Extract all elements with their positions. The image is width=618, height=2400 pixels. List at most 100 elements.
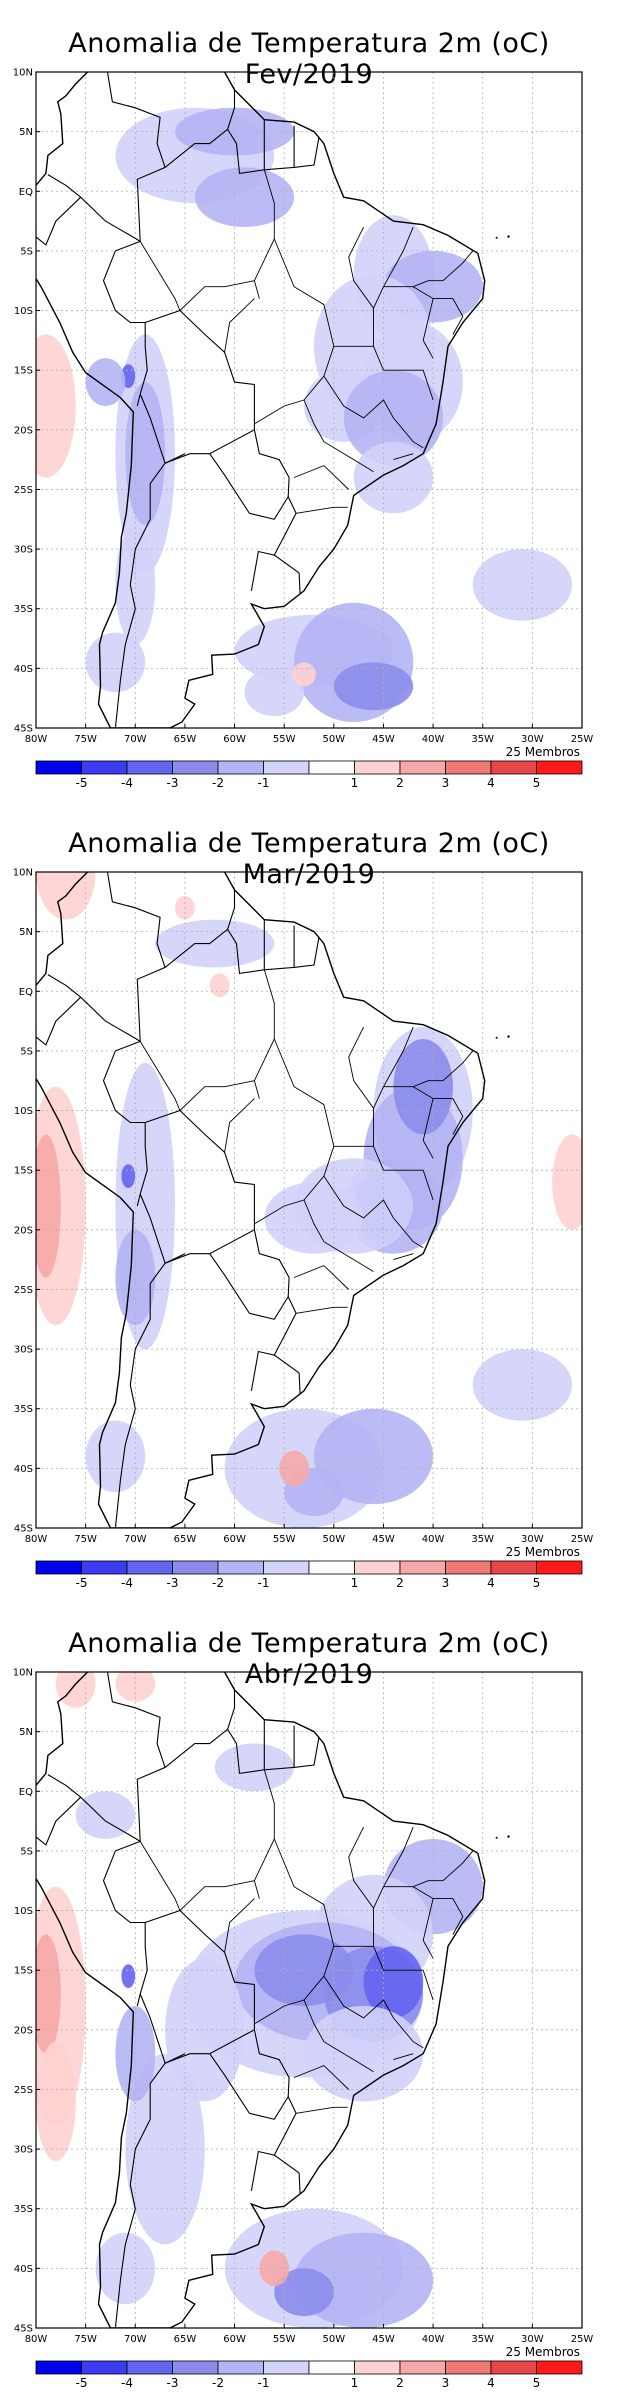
gridlines: [36, 872, 582, 1528]
state-border: [224, 298, 255, 353]
lat-tick-label: 30S: [14, 545, 33, 556]
island: [495, 1836, 498, 1839]
lat-tick-label: EQ: [19, 187, 33, 198]
lat-tick-label: 40S: [14, 1464, 33, 1475]
lat-tick-label: 5N: [19, 927, 33, 938]
state-border: [179, 1080, 255, 1111]
colorbar-swatch: [354, 1560, 401, 1575]
anomaly-region: [292, 662, 316, 687]
colorbar-swatch: [172, 2360, 219, 2375]
lat-tick-label: 40S: [14, 2264, 33, 2275]
lon-tick-label: 55W: [273, 1534, 296, 1545]
anomaly-region: [115, 525, 156, 645]
colorbar-label: 4: [487, 1576, 495, 1590]
state-border: [296, 1306, 348, 1314]
colorbar-label: -5: [76, 1576, 88, 1590]
colorbar-swatch: [81, 2360, 128, 2375]
colorbar-swatch: [81, 1560, 128, 1575]
lat-tick-label: 20S: [14, 1225, 33, 1236]
lat-tick-label: 10S: [14, 1106, 33, 1117]
country-border: [36, 996, 82, 1046]
lat-tick-label: 5S: [20, 1846, 33, 1857]
colorbar-label: 5: [533, 1576, 541, 1590]
colorbar-swatch: [490, 1560, 537, 1575]
country-border: [164, 1689, 236, 1768]
anomaly-region: [244, 668, 305, 717]
state-border: [224, 1098, 255, 1153]
lon-tick-label: 50W: [323, 734, 346, 745]
lat-tick-label: 15S: [14, 1166, 33, 1177]
anomaly-region: [209, 973, 230, 998]
lat-tick-label: 25S: [14, 485, 33, 496]
island: [507, 1835, 510, 1838]
anomaly-region: [85, 632, 146, 693]
lon-tick-label: 70W: [124, 734, 147, 745]
colorbar-swatch: [308, 1560, 355, 1575]
state-border: [373, 1826, 414, 1909]
colorbar-label: -1: [258, 776, 270, 790]
colorbar-swatch: [172, 1560, 219, 1575]
map-panel-apr: Anomalia de Temperatura 2m (oC) Abr/2019…: [0, 1600, 618, 2400]
country-border: [164, 889, 236, 968]
country-border: [36, 1796, 82, 1846]
lat-tick-label: 25S: [14, 2085, 33, 2096]
state-border: [412, 1886, 464, 1917]
colorbar-label: -4: [121, 776, 133, 790]
colorbar-swatch: [35, 760, 82, 775]
map-panel-feb: Anomalia de Temperatura 2m (oC) Fev/2019…: [0, 0, 618, 800]
colorbar-label: -1: [258, 2376, 270, 2390]
lon-tick-label: 30W: [521, 2334, 544, 2345]
lat-tick-label: 10N: [13, 1668, 33, 1679]
colorbar-swatch: [399, 2360, 446, 2375]
gridlines: [36, 1672, 582, 2328]
state-border: [422, 298, 434, 359]
state-border: [383, 250, 474, 288]
country-border: [250, 496, 297, 591]
anomaly-region: [259, 2250, 290, 2287]
country-border: [102, 1840, 148, 2007]
state-border: [139, 241, 181, 311]
state-border: [333, 226, 374, 347]
colorbar-swatch: [35, 2360, 82, 2375]
country-border: [250, 2096, 297, 2191]
state-border: [393, 1253, 414, 1261]
state-border: [323, 1975, 424, 2049]
country-border: [114, 2062, 166, 2328]
country-border: [227, 119, 265, 175]
country-border: [273, 1354, 301, 1395]
state-border: [303, 399, 374, 472]
country-border: [114, 462, 166, 728]
country-border: [164, 1253, 186, 1264]
lat-tick-label: EQ: [19, 987, 33, 998]
state-border: [254, 238, 335, 425]
colorbar-label: 3: [442, 2376, 450, 2390]
state-border: [254, 1038, 335, 1225]
country-border: [102, 1040, 148, 1207]
colorbar-label: -2: [212, 1576, 224, 1590]
lon-tick-label: 65W: [174, 1534, 197, 1545]
anomaly-region: [95, 2232, 156, 2305]
lon-tick-label: 70W: [124, 1534, 147, 1545]
lon-tick-label: 45W: [372, 1534, 395, 1545]
lon-tick-label: 40W: [422, 1534, 445, 1545]
state-border: [323, 1175, 424, 1249]
colorbar-label: -3: [167, 2376, 179, 2390]
colorbar-swatch: [126, 1560, 173, 1575]
state-border: [373, 1946, 434, 2001]
colorbar-swatch: [490, 760, 537, 775]
colorbar-swatch: [263, 2360, 310, 2375]
lat-tick-label: 5N: [19, 1727, 33, 1738]
country-border: [273, 2154, 301, 2195]
colorbar-swatch: [308, 760, 355, 775]
lat-tick-label: 10S: [14, 306, 33, 317]
lon-tick-label: 80W: [25, 1534, 48, 1545]
map-frame: [35, 871, 583, 1529]
lat-tick-label: 35S: [14, 604, 33, 615]
country-border: [264, 925, 295, 971]
colorbar-label: 1: [351, 776, 359, 790]
country-border: [209, 429, 290, 520]
panel-title: Anomalia de Temperatura 2m (oC) Mar/2019: [68, 828, 550, 890]
lon-tick-label: 80W: [25, 734, 48, 745]
lat-tick-label: 5S: [20, 246, 33, 257]
